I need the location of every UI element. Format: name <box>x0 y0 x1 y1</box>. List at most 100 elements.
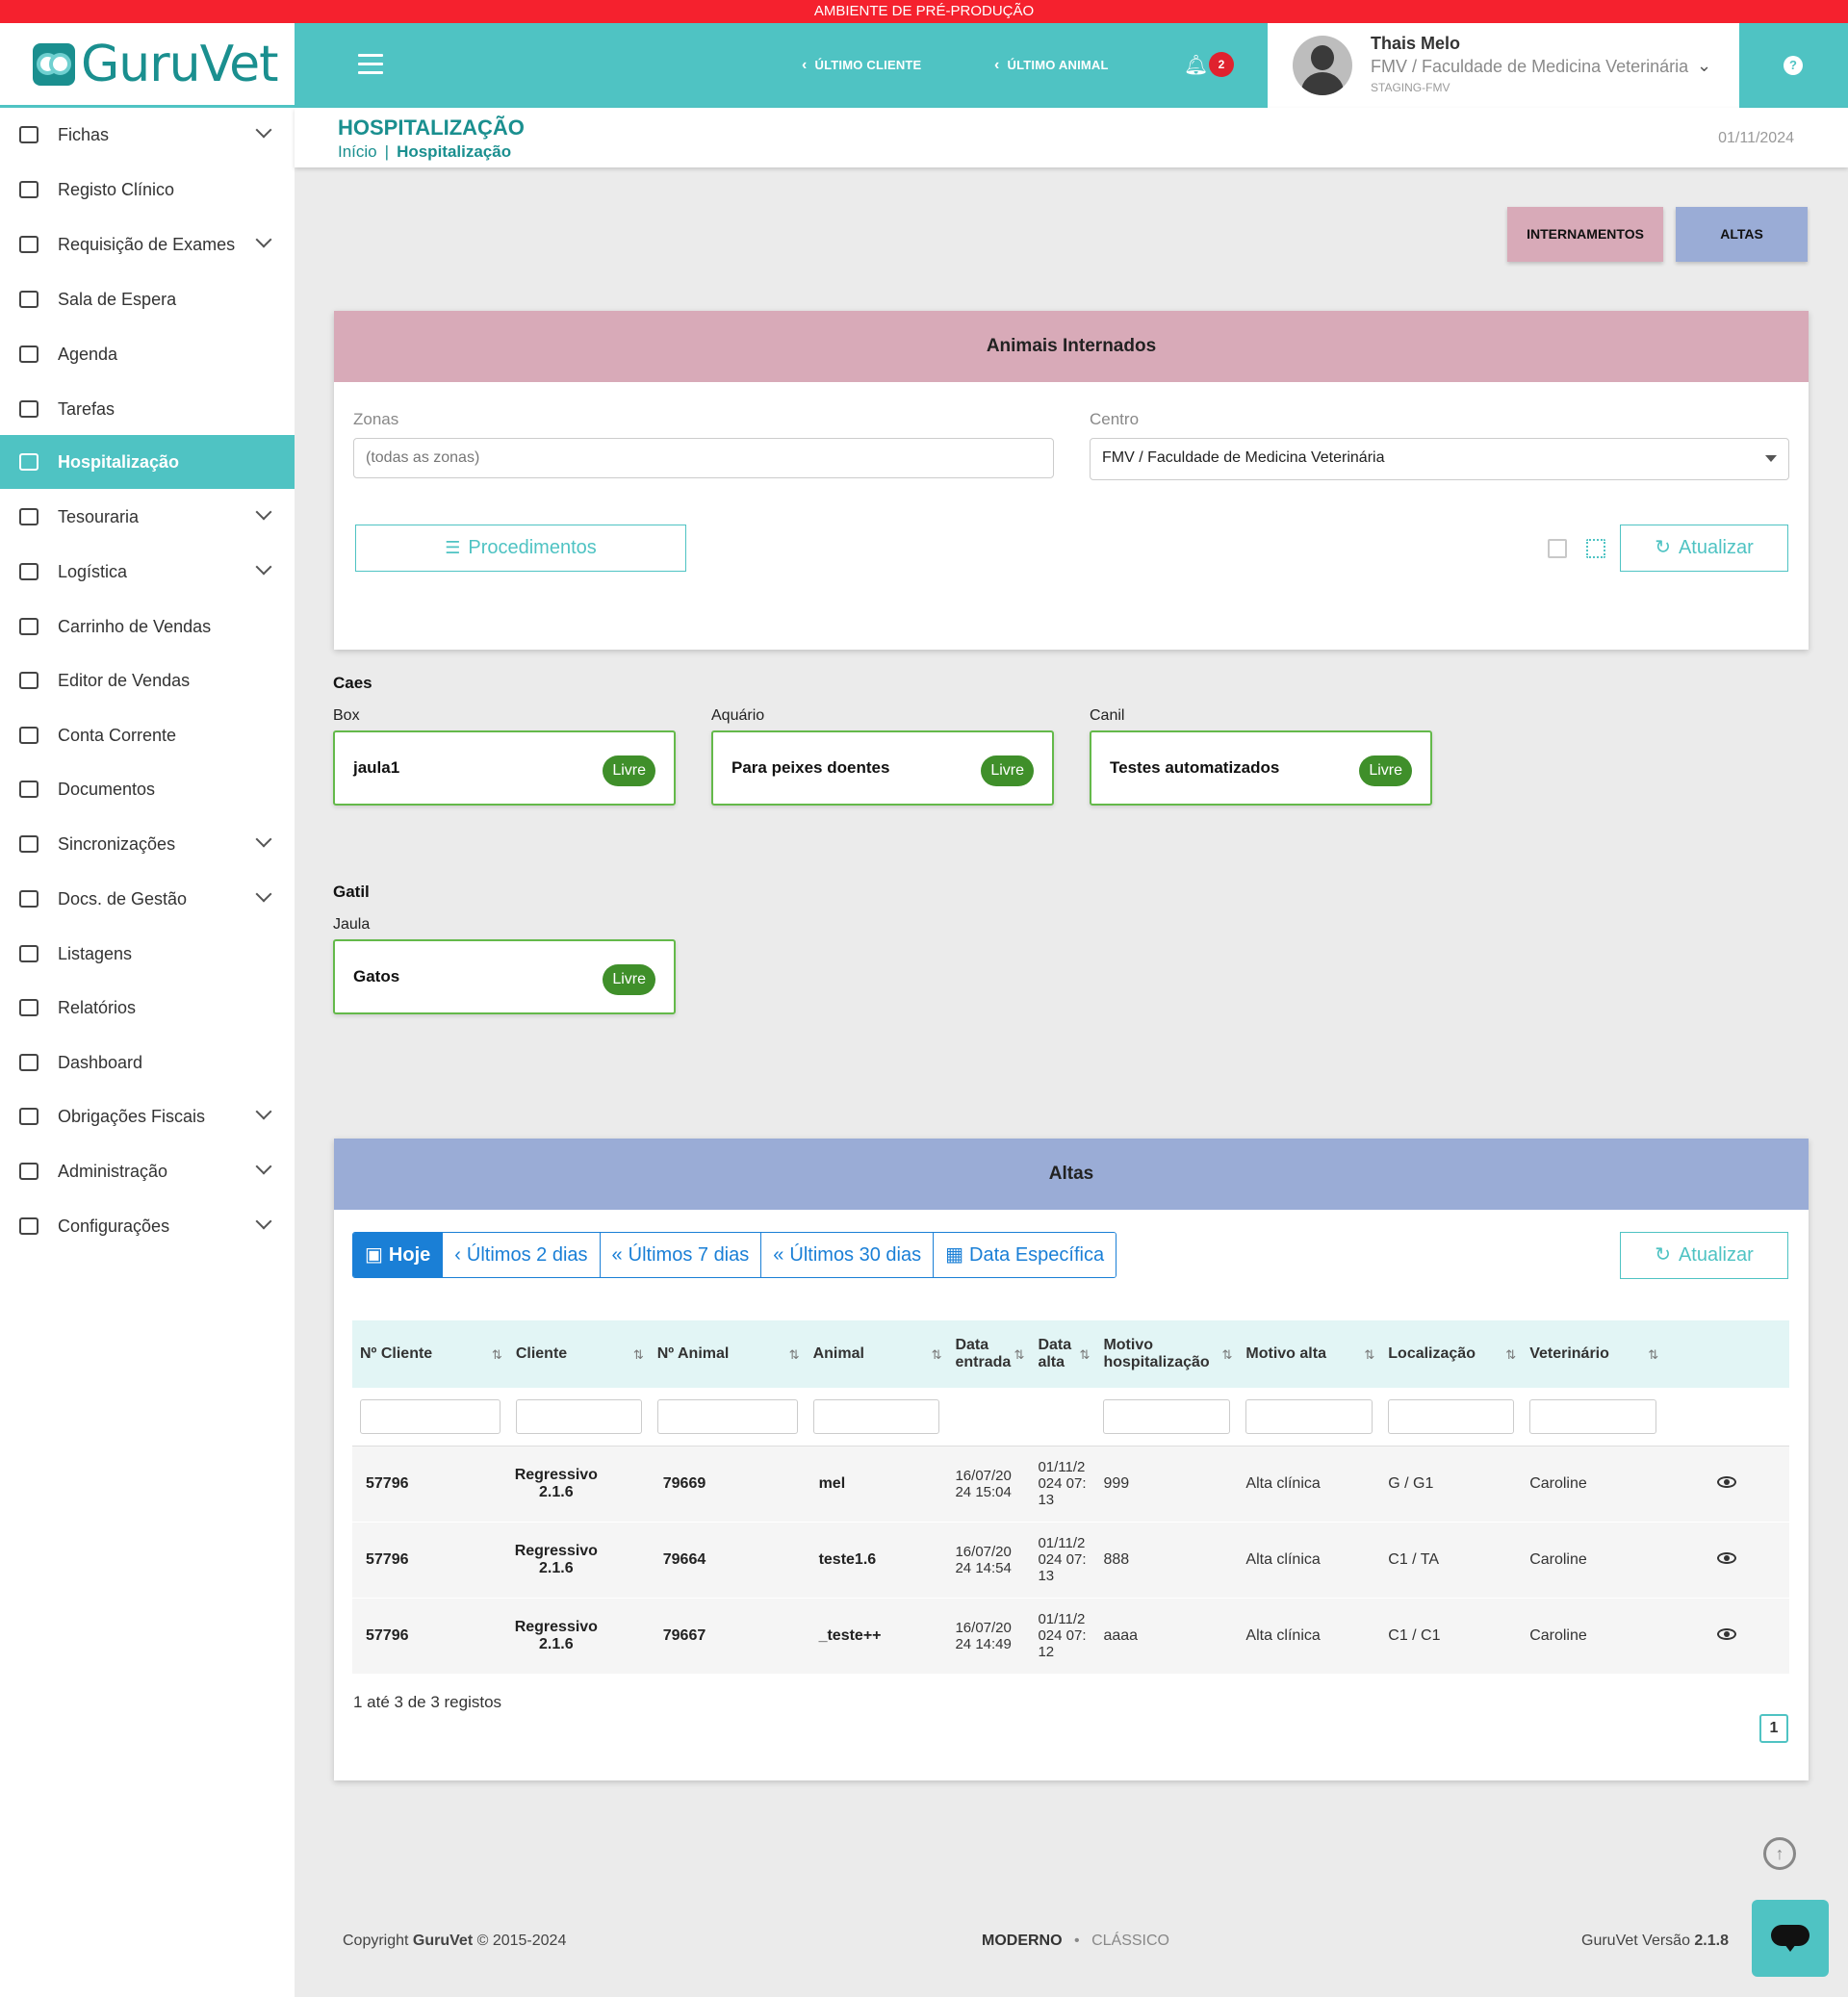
owl-logo-icon <box>33 42 75 86</box>
chevron-down-icon <box>255 1103 272 1120</box>
sidebar-item-fichas[interactable]: Fichas <box>0 108 295 162</box>
sidebar-item-obrigacoes-fiscais[interactable]: Obrigações Fiscais <box>0 1089 295 1143</box>
last-client-link[interactable]: ‹ ÚLTIMO CLIENTE <box>802 57 922 73</box>
sort-icon[interactable]: ⇅ <box>1079 1347 1091 1362</box>
sidebar-item-administracao[interactable]: Administração <box>0 1144 295 1198</box>
altas-button[interactable]: ALTAS <box>1676 207 1808 262</box>
filter-localizacao-input[interactable] <box>1388 1398 1515 1434</box>
help-icon[interactable]: ? <box>1784 56 1803 75</box>
sort-icon[interactable]: ⇅ <box>931 1347 942 1362</box>
sidebar-item-requisicao-exames[interactable]: Requisição de Exames <box>0 218 295 271</box>
sort-icon[interactable]: ⇅ <box>1364 1347 1375 1362</box>
column-header[interactable]: Nº Cliente ⇅ <box>352 1320 508 1388</box>
table-row[interactable]: 57796 Regressivo 2.1.6 79669 mel 16/07/2… <box>352 1446 1789 1523</box>
top-bar: ‹ ÚLTIMO CLIENTE ‹ ÚLTIMO ANIMAL 🔔︎ 2 <box>295 23 1268 108</box>
hospital-icon <box>19 453 38 471</box>
cage-card-testes-automatizados[interactable]: Testes automatizados Livre <box>1090 730 1432 806</box>
basket-icon <box>19 672 38 689</box>
filter-ultimos-7-dias[interactable]: «Últimos 7 dias <box>600 1233 762 1277</box>
filter-veterinario-input[interactable] <box>1529 1398 1657 1434</box>
filter-ultimos-2-dias[interactable]: ‹ Últimos 2 dias <box>443 1233 601 1277</box>
column-header[interactable]: Motivo hospitalização ⇅ <box>1095 1320 1239 1388</box>
waiting-room-icon <box>19 291 38 308</box>
column-header[interactable]: Nº Animal ⇅ <box>649 1320 806 1388</box>
eye-icon[interactable] <box>1717 1475 1737 1488</box>
table-row[interactable]: 57796 Regressivo 2.1.6 79667 _teste++ 16… <box>352 1598 1789 1675</box>
sidebar-item-editor-vendas[interactable]: Editor de Vendas <box>0 653 295 707</box>
chevron-down-icon <box>255 1213 272 1230</box>
sidebar-item-hospitalizacao[interactable]: Hospitalização <box>0 435 295 489</box>
column-header[interactable]: Veterinário ⇅ <box>1522 1320 1665 1388</box>
sidebar-item-registo-clinico[interactable]: Registo Clínico <box>0 163 295 217</box>
sidebar-item-relatorios[interactable]: Relatórios <box>0 981 295 1035</box>
sort-icon[interactable]: ⇅ <box>632 1347 644 1362</box>
column-header[interactable]: Data alta ⇅ <box>1030 1320 1096 1388</box>
sidebar-item-dashboard[interactable]: Dashboard <box>0 1036 295 1089</box>
sidebar-item-sincronizacoes[interactable]: Sincronizações <box>0 817 295 871</box>
sidebar-item-listagens[interactable]: Listagens <box>0 927 295 981</box>
column-header[interactable]: Data entrada ⇅ <box>947 1320 1031 1388</box>
filter-n-animal-input[interactable] <box>656 1398 798 1434</box>
user-menu[interactable]: Thais Melo FMV / Faculdade de Medicina V… <box>1268 23 1739 108</box>
chat-icon[interactable] <box>1752 1900 1829 1977</box>
zonas-input[interactable]: (todas as zonas) <box>353 438 1054 478</box>
filter-data-especifica[interactable]: ▦ Data Específica <box>934 1233 1116 1277</box>
cage-card-para-peixes-doentes[interactable]: Para peixes doentes Livre <box>711 730 1054 806</box>
last-animal-link[interactable]: ‹ ÚLTIMO ANIMAL <box>994 57 1109 73</box>
page-1-button[interactable]: 1 <box>1759 1714 1788 1743</box>
grid-view-icon[interactable] <box>1586 539 1605 558</box>
cage-card-gatos[interactable]: Gatos Livre <box>333 939 676 1014</box>
breadcrumb-home[interactable]: Início <box>338 142 377 161</box>
sort-icon[interactable]: ⇅ <box>491 1347 502 1362</box>
sidebar-item-conta-corrente[interactable]: Conta Corrente <box>0 708 295 762</box>
bell-icon[interactable]: 🔔︎ <box>1184 55 1209 76</box>
sort-icon[interactable]: ⇅ <box>1505 1347 1517 1362</box>
scroll-to-top-icon[interactable]: ↑ <box>1763 1837 1796 1870</box>
sort-icon[interactable]: ⇅ <box>1014 1347 1025 1362</box>
sidebar-item-tarefas[interactable]: Tarefas <box>0 382 295 436</box>
sidebar-item-sala-espera[interactable]: Sala de Espera <box>0 272 295 326</box>
filter-motivo-alta-input[interactable] <box>1245 1398 1373 1434</box>
logo[interactable]: GuruVet <box>0 23 295 108</box>
column-header[interactable]: Animal ⇅ <box>805 1320 948 1388</box>
sidebar-item-carrinho-vendas[interactable]: Carrinho de Vendas <box>0 600 295 653</box>
chevron-down-icon <box>255 885 272 903</box>
list-view-icon[interactable] <box>1548 539 1567 558</box>
mode-moderno-link[interactable]: MODERNO <box>982 1933 1063 1949</box>
filter-cliente-input[interactable] <box>515 1398 642 1434</box>
procedimentos-button[interactable]: ☰ Procedimentos <box>355 525 686 572</box>
sidebar-item-documentos[interactable]: Documentos <box>0 762 295 816</box>
breadcrumb-current[interactable]: Hospitalização <box>397 142 512 161</box>
sidebar-item-configuracoes[interactable]: Configurações <box>0 1199 295 1253</box>
column-header[interactable]: Motivo alta ⇅ <box>1238 1320 1381 1388</box>
eye-icon[interactable] <box>1717 1551 1737 1564</box>
filter-ultimos-30-dias[interactable]: «Últimos 30 dias <box>761 1233 935 1277</box>
sidebar-item-agenda[interactable]: Agenda <box>0 327 295 381</box>
mode-classico-link[interactable]: CLÁSSICO <box>1091 1933 1169 1949</box>
sort-icon[interactable]: ⇅ <box>1221 1347 1233 1362</box>
sidebar-item-logistica[interactable]: Logística <box>0 545 295 599</box>
filter-hoje[interactable]: ▣ Hoje <box>353 1233 444 1277</box>
user-environment: STAGING-FMV <box>1371 81 1450 94</box>
eye-icon[interactable] <box>1717 1627 1737 1640</box>
table-row[interactable]: 57796 Regressivo 2.1.6 79664 teste1.6 16… <box>352 1522 1789 1599</box>
sidebar-item-tesouraria[interactable]: Tesouraria <box>0 490 295 544</box>
column-header[interactable]: Cliente ⇅ <box>507 1320 650 1388</box>
chevron-down-icon[interactable]: ⌄ <box>1697 56 1712 75</box>
internamentos-button[interactable]: INTERNAMENTOS <box>1507 207 1663 262</box>
filter-n-cliente-input[interactable] <box>360 1398 500 1434</box>
report-file-icon <box>19 890 38 908</box>
altas-atualizar-button[interactable]: ↻ Atualizar <box>1620 1232 1788 1279</box>
cage-card-jaula1[interactable]: jaula1 Livre <box>333 730 676 806</box>
filter-motivo-hospitalizacao-input[interactable] <box>1103 1398 1231 1434</box>
sidebar-item-docs-gestao[interactable]: Docs. de Gestão <box>0 872 295 926</box>
zone-label-aquario: Aquário <box>711 707 765 724</box>
scale-icon <box>19 1108 38 1125</box>
atualizar-button[interactable]: ↻ Atualizar <box>1620 525 1788 572</box>
filter-animal-input[interactable] <box>812 1398 940 1434</box>
column-header[interactable]: Localização ⇅ <box>1380 1320 1523 1388</box>
sort-icon[interactable]: ⇅ <box>788 1347 800 1362</box>
sort-icon[interactable]: ⇅ <box>1648 1347 1659 1362</box>
centro-select[interactable]: FMV / Faculdade de Medicina Veterinária <box>1090 438 1789 480</box>
menu-toggle-icon[interactable] <box>358 54 383 75</box>
